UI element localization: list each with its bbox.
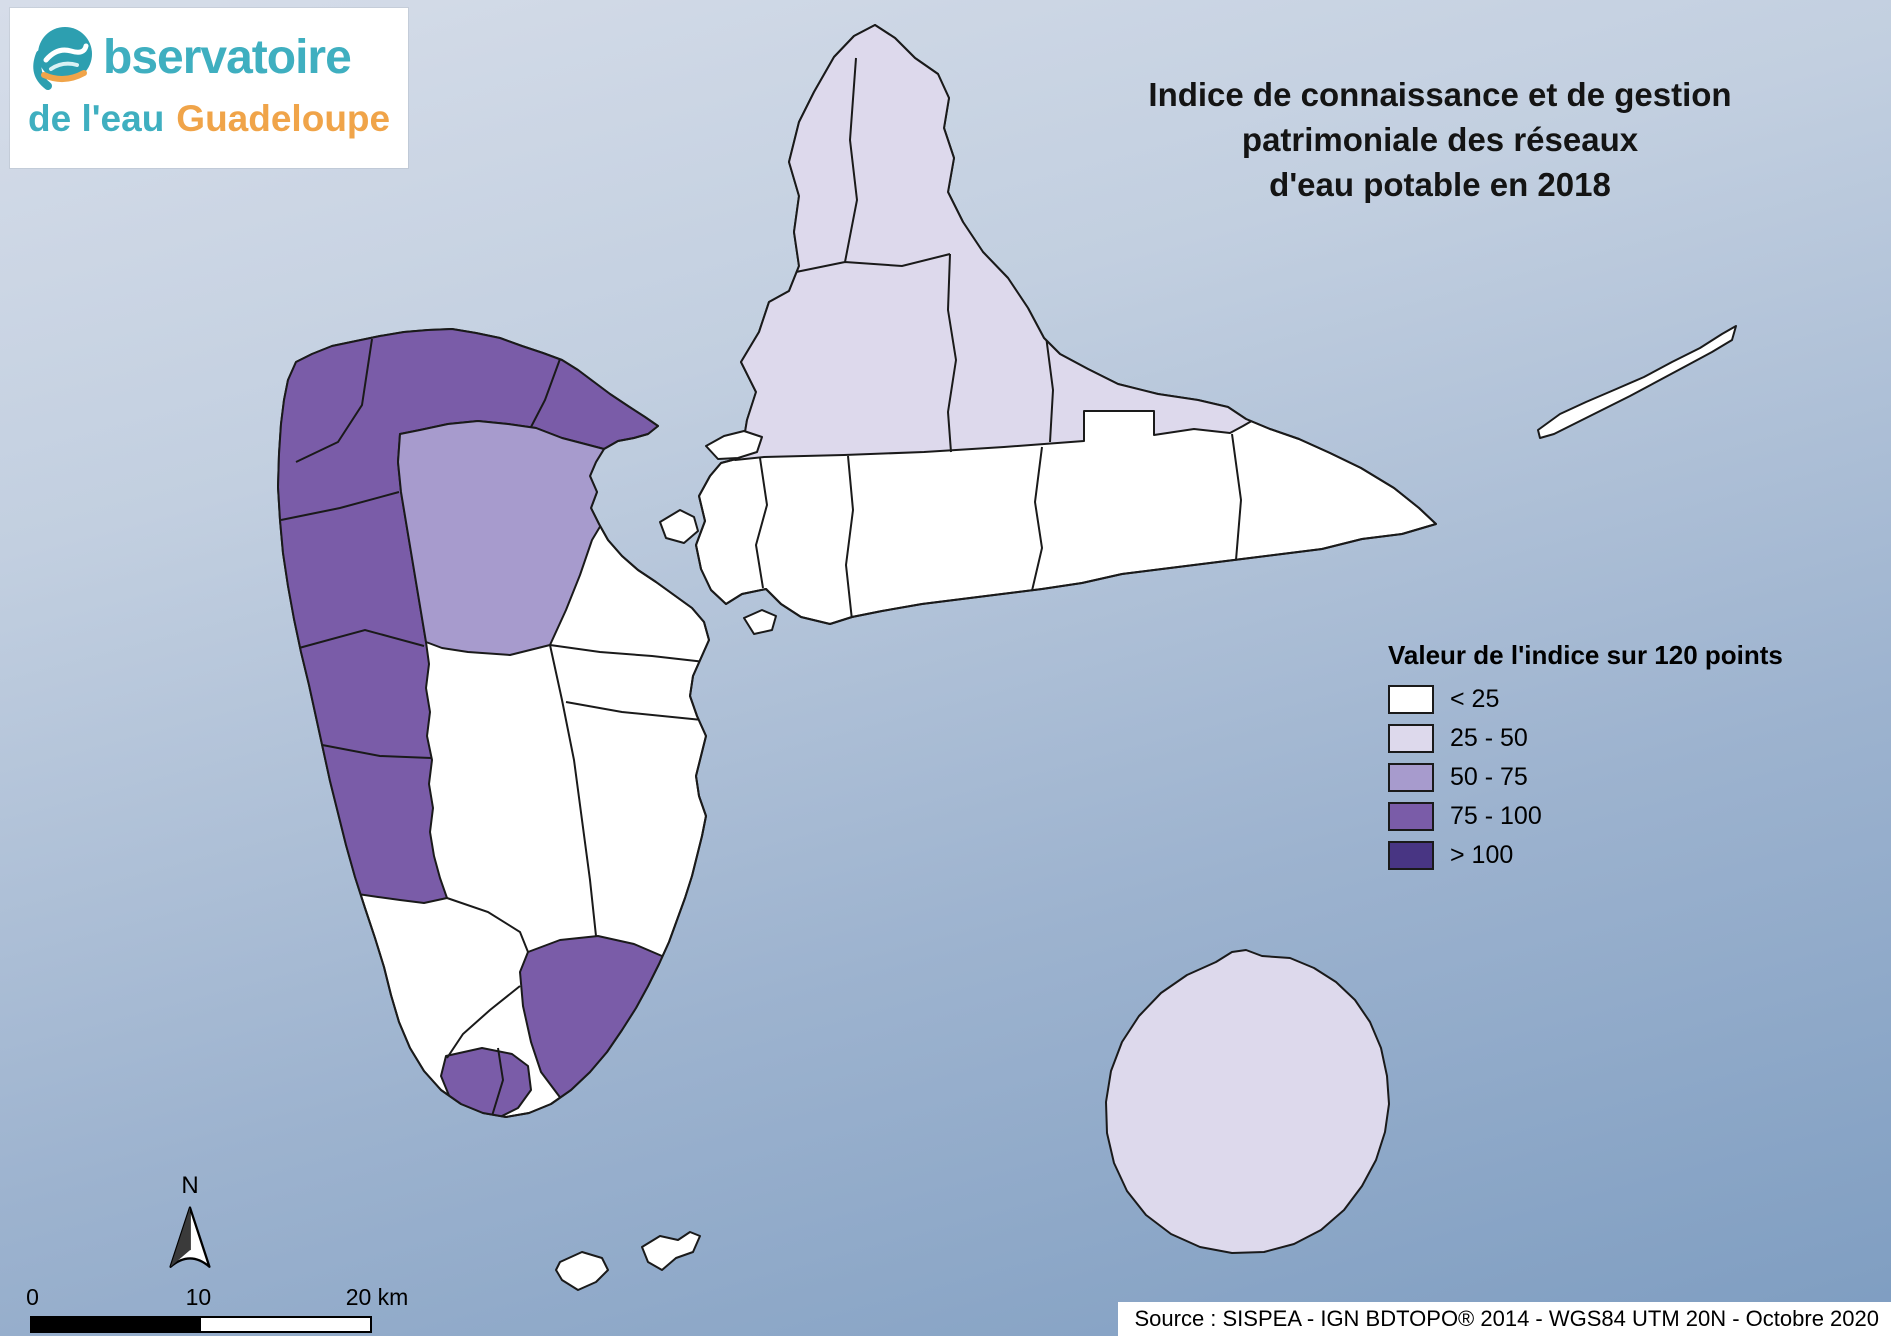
legend-label-lt25: < 25: [1450, 685, 1500, 713]
north-arrow: N: [152, 1172, 228, 1281]
map-title: Indice de connaissance et de gestion pat…: [1040, 72, 1840, 207]
brand-subtitle-de-leau: de l'eau: [28, 98, 165, 139]
brand-subtitle-guadeloupe: Guadeloupe: [176, 98, 391, 139]
map-title-line2: patrimoniale des réseaux: [1241, 121, 1639, 158]
region-la-desirade: [1537, 325, 1737, 439]
islet-riviere-salee-1: [705, 430, 763, 460]
source-credit: Source : SISPEA - IGN BDTOPO® 2014 - WGS…: [1118, 1302, 1891, 1336]
logo-line1: bservatoire: [24, 18, 408, 96]
legend-item-gt100: > 100: [1388, 841, 1783, 870]
map-title-line3: d'eau potable en 2018: [1269, 166, 1611, 203]
logo-line2: de l'eau Guadeloupe: [28, 98, 408, 140]
basse-terre-commune-borders: [280, 338, 706, 1117]
water-swirl-icon: [33, 27, 92, 90]
map-title-line1: Indice de connaissance et de gestion: [1148, 76, 1732, 113]
islet-riviere-salee-2: [659, 509, 699, 544]
legend-swatch-lt25: [1388, 685, 1434, 714]
legend-label-75-100: 75 - 100: [1450, 802, 1542, 830]
legend: Valeur de l'indice sur 120 points < 25 2…: [1388, 640, 1783, 880]
brand-name: bservatoire: [103, 30, 352, 84]
scale-bar-graphic: [30, 1316, 372, 1333]
scale-label-20km: 20 km: [345, 1284, 409, 1310]
scale-labels: 0 10 20 km: [26, 1284, 408, 1312]
scale-bar: 0 10 20 km: [26, 1284, 408, 1333]
legend-item-50-75: 50 - 75: [1388, 763, 1783, 792]
north-label: N: [181, 1172, 199, 1199]
scale-segment-black: [32, 1318, 201, 1331]
grande-terre-coastline: [695, 24, 1437, 625]
region-basse-terre-sud-cotier: [440, 1047, 532, 1117]
islet-petit-cul-de-sac: [743, 609, 777, 635]
region-basse-terre-centre-est: [397, 420, 619, 656]
legend-swatch-gt100: [1388, 841, 1434, 870]
scale-label-0: 0: [26, 1284, 39, 1310]
north-arrow-icon: [169, 1206, 211, 1268]
region-les-saintes-est: [641, 1231, 701, 1271]
region-marie-galante: [1105, 949, 1390, 1254]
region-les-saintes-ouest: [555, 1251, 609, 1291]
scale-label-10: 10: [185, 1284, 212, 1310]
basse-terre-coastline: [277, 328, 710, 1118]
legend-item-75-100: 75 - 100: [1388, 802, 1783, 831]
legend-swatch-50-75: [1388, 763, 1434, 792]
legend-label-gt100: > 100: [1450, 841, 1514, 869]
legend-item-25-50: 25 - 50: [1388, 724, 1783, 753]
grande-terre-commune-borders: [754, 57, 1243, 621]
legend-item-lt25: < 25: [1388, 685, 1783, 714]
observatoire-logo: bservatoire de l'eau Guadeloupe: [10, 8, 408, 168]
legend-label-25-50: 25 - 50: [1450, 724, 1528, 752]
legend-label-50-75: 50 - 75: [1450, 763, 1528, 791]
legend-swatch-25-50: [1388, 724, 1434, 753]
legend-swatch-75-100: [1388, 802, 1434, 831]
legend-title: Valeur de l'indice sur 120 points: [1388, 640, 1783, 670]
scale-segment-white: [201, 1318, 370, 1331]
